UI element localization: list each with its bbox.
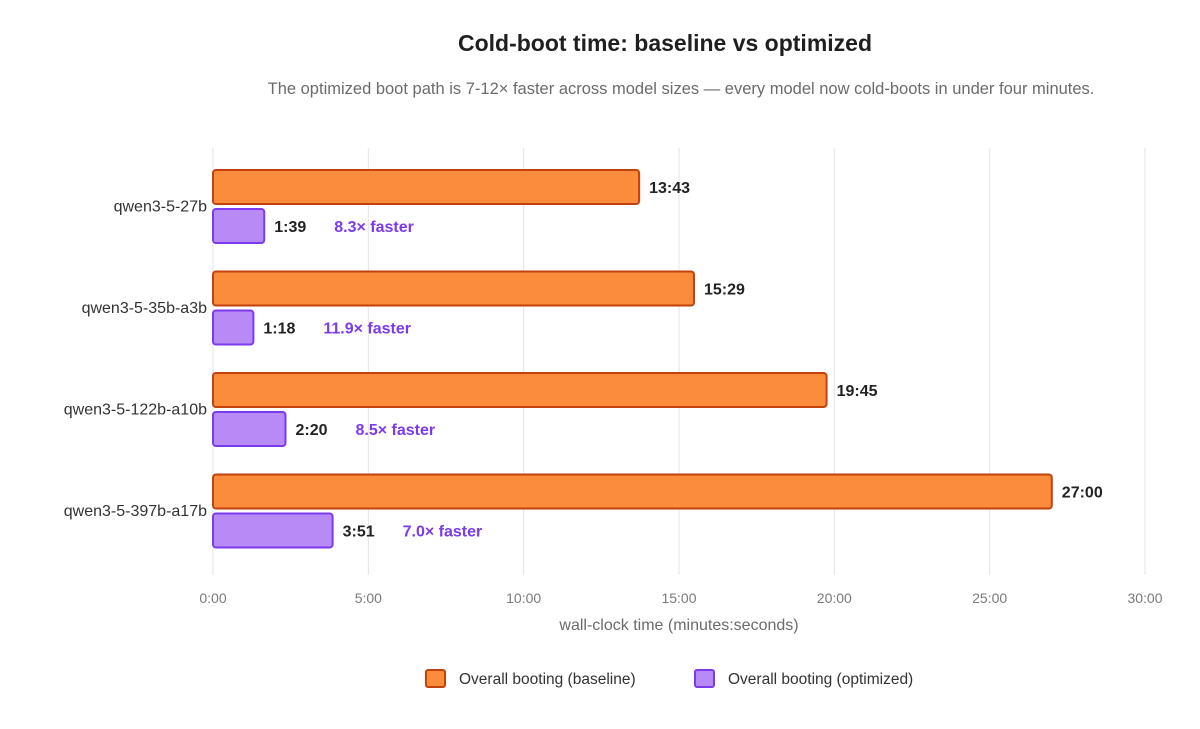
value-label-baseline: 27:00 <box>1062 485 1103 502</box>
speedup-annotation: 11.9× faster <box>323 321 411 338</box>
category-label: qwen3-5-35b-a3b <box>82 300 208 317</box>
x-tick-label: 10:00 <box>506 590 541 606</box>
chart-subtitle: The optimized boot path is 7-12× faster … <box>267 80 1095 98</box>
legend-item-optimized-label: Overall booting (optimized) <box>728 671 913 688</box>
bar-optimized <box>212 309 255 346</box>
x-tick-label: 20:00 <box>817 590 852 606</box>
speedup-annotation: 7.0× faster <box>403 524 483 541</box>
x-tick-label: 0:00 <box>199 590 226 606</box>
x-tick-label: 30:00 <box>1127 590 1162 606</box>
category-label: qwen3-5-397b-a17b <box>64 503 207 520</box>
x-tick-label: 15:00 <box>661 590 696 606</box>
value-label-optimized: 2:20 <box>295 422 327 439</box>
bar-baseline <box>212 473 1053 510</box>
bar-baseline <box>212 169 641 205</box>
value-label-baseline: 13:43 <box>649 180 690 197</box>
x-tick-label: 5:00 <box>355 590 382 606</box>
value-label-optimized: 3:51 <box>343 524 375 541</box>
bar-baseline <box>212 372 828 408</box>
speedup-annotation: 8.3× faster <box>334 219 414 236</box>
x-axis-label: wall-clock time (minutes:seconds) <box>558 617 798 634</box>
legend-item-baseline-swatch <box>425 669 446 688</box>
chart-title: Cold-boot time: baseline vs optimized <box>457 30 873 56</box>
value-label-optimized: 1:39 <box>274 219 306 236</box>
value-label-optimized: 1:18 <box>263 321 295 338</box>
bar-optimized <box>212 208 266 244</box>
bar-baseline <box>212 270 696 307</box>
legend-item-baseline-label: Overall booting (baseline) <box>459 671 636 688</box>
legend-item-optimized-swatch <box>694 669 715 688</box>
value-label-baseline: 15:29 <box>704 282 745 299</box>
bar-optimized <box>212 411 287 447</box>
x-tick-label: 25:00 <box>972 590 1007 606</box>
speedup-annotation: 8.5× faster <box>355 422 435 439</box>
category-label: qwen3-5-122b-a10b <box>64 402 207 419</box>
category-label: qwen3-5-27b <box>114 199 208 216</box>
value-label-baseline: 19:45 <box>837 383 878 400</box>
bar-optimized <box>212 512 334 549</box>
